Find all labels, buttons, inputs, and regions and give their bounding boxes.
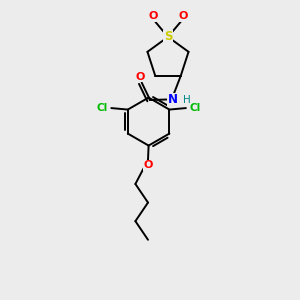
Text: H: H [183,95,191,105]
Text: Cl: Cl [189,103,200,113]
Text: Cl: Cl [97,103,108,113]
Text: O: O [148,11,158,22]
Text: O: O [178,11,188,22]
Text: O: O [143,160,153,170]
Text: S: S [164,30,172,44]
Text: O: O [136,72,145,82]
Text: N: N [168,94,178,106]
